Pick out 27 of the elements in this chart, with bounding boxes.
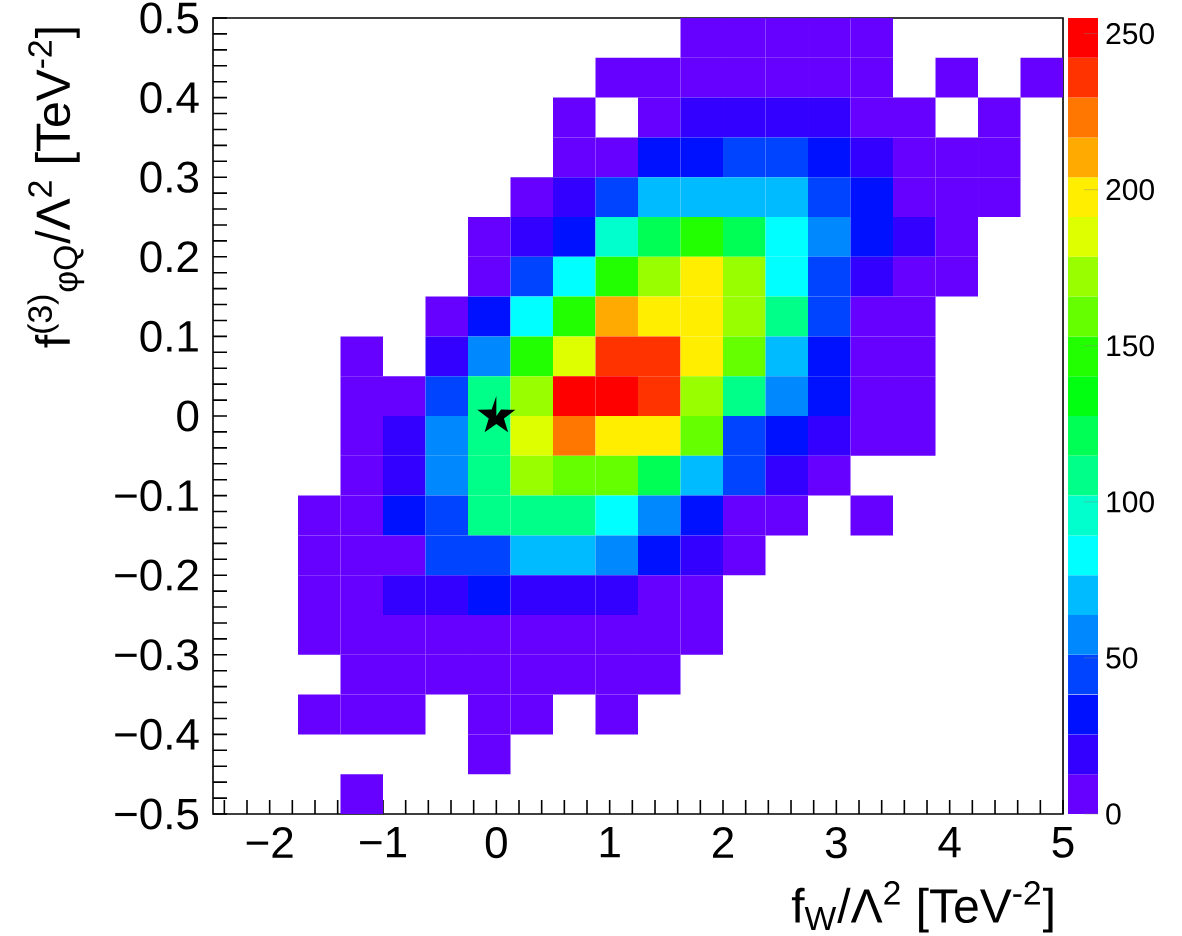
y-tick-label: 0 bbox=[177, 400, 199, 432]
y-tick-label: 0.1 bbox=[140, 320, 198, 352]
color-bar-label: 250 bbox=[1106, 22, 1154, 45]
y-tick-label: −0.5 bbox=[115, 798, 199, 830]
color-bar-label: 150 bbox=[1107, 335, 1154, 357]
x-tick-label: 5 bbox=[1052, 827, 1074, 858]
y-axis-title: f$^{(3)}$$_{φQ}$/Λ$^{2}$ [TeV$^{-2}$] bbox=[27, 28, 85, 348]
x-axis-title: f$_{W}$/Λ$^{2}$ [TeV$^{-2}$] bbox=[791, 881, 1053, 933]
y-tick-label: 0.5 bbox=[140, 2, 199, 34]
color-bar-label: 100 bbox=[1107, 491, 1154, 513]
y-tick-label: 0.3 bbox=[140, 161, 199, 193]
x-tick-label: −1 bbox=[360, 827, 406, 858]
color-bar-label: 200 bbox=[1106, 179, 1154, 201]
color-bar-label: 50 bbox=[1106, 647, 1138, 669]
x-tick-label: 4 bbox=[938, 827, 961, 858]
y-tick-label: −0.3 bbox=[115, 639, 199, 671]
x-tick-label: 2 bbox=[713, 827, 734, 858]
x-tick-label: 1 bbox=[600, 827, 620, 858]
x-tick-label: 0 bbox=[485, 827, 507, 859]
y-tick-label: −0.1 bbox=[115, 480, 198, 512]
y-tick-label: 0.4 bbox=[140, 82, 199, 114]
color-bar-label: 0 bbox=[1106, 803, 1121, 825]
x-tick-label: 3 bbox=[825, 827, 847, 859]
x-tick-label: −2 bbox=[246, 827, 293, 858]
y-tick-label: 0.2 bbox=[140, 241, 198, 273]
y-tick-label: −0.4 bbox=[115, 718, 199, 750]
y-tick-label: −0.2 bbox=[115, 559, 198, 591]
